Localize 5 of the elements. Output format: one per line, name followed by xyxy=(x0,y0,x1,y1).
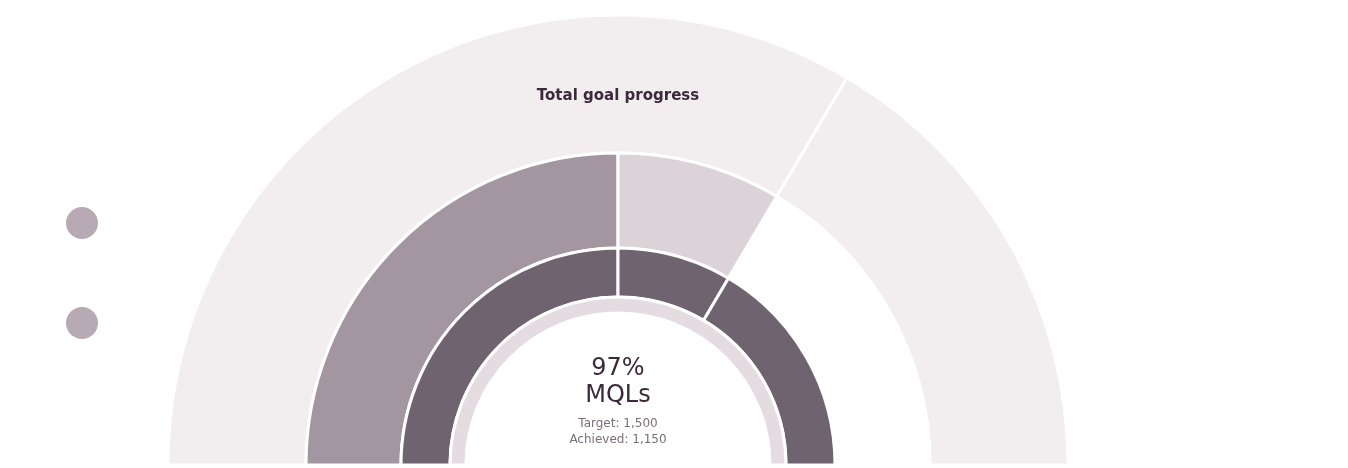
text: Target: 1,500 xyxy=(577,415,658,430)
text: Total goal progress xyxy=(535,86,701,104)
text: Achieved: 1,150 xyxy=(569,431,667,446)
text: 97% xyxy=(591,353,645,381)
text: MQLs xyxy=(585,380,651,408)
